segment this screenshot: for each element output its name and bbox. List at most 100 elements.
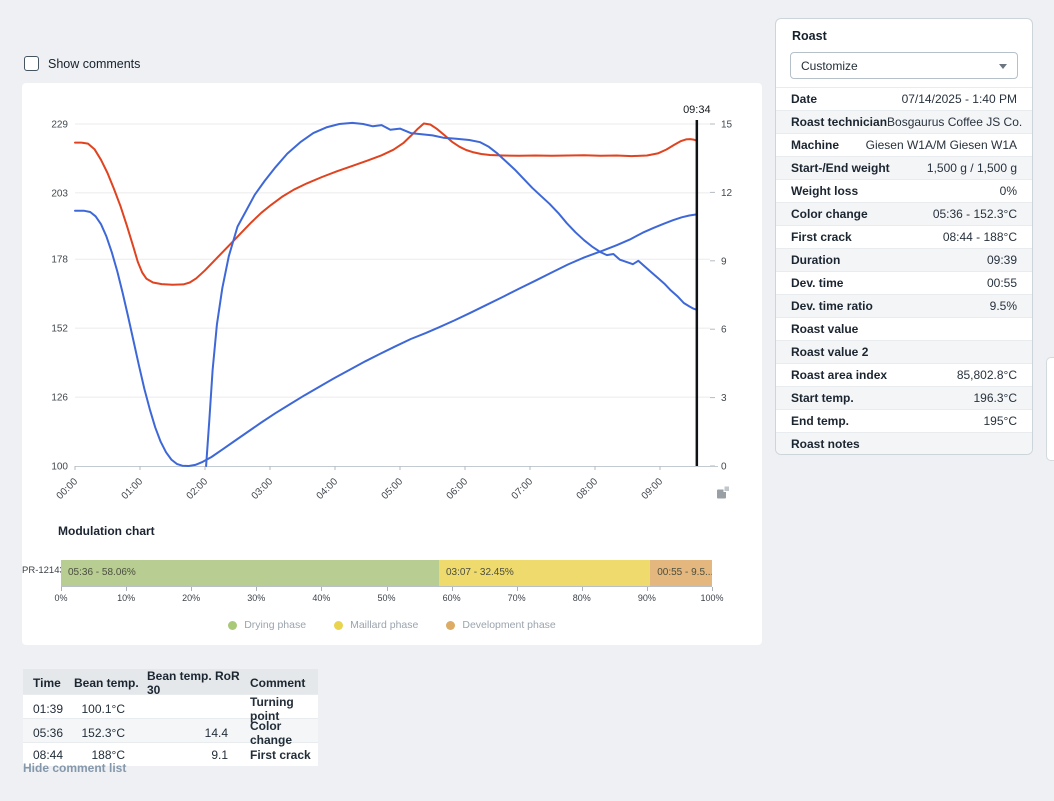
row-value: 85,802.8°C [956,368,1017,382]
table-cell: Time [33,676,61,690]
roast-panel-row-dev-time-ratio: Dev. time ratio 9.5% [776,294,1032,317]
customize-dropdown[interactable]: Customize [790,52,1018,79]
series-bean-temp [74,209,698,467]
roast-panel-row-color-change: Color change 05:36 - 152.3°C [776,202,1032,225]
roast-panel-row-roast-value-2: Roast value 2 [776,340,1032,363]
modulation-tick [321,587,323,591]
roast-panel-title: Roast [792,29,827,43]
table-cell: Comment [250,676,306,690]
row-label: Date [791,92,818,106]
roast-panel-row-end-temp-: End temp. 195°C [776,409,1032,432]
modulation-segment-1[interactable]: 03:07 - 32.45% [438,560,651,586]
svg-text:05:00: 05:00 [380,476,406,502]
svg-text:203: 203 [51,188,68,199]
modulation-tick-label: 50% [377,593,396,603]
time-cursor[interactable]: 09:34 [683,104,711,466]
customize-dropdown-value: Customize [801,58,858,73]
svg-text:00:00: 00:00 [55,476,81,502]
row-label: Duration [791,253,841,267]
svg-text:08:00: 08:00 [575,476,601,502]
table-row: 01:39 100.1°C Turning point [23,694,318,723]
roast-panel-row-date: Date 07/14/2025 - 1:40 PM [776,87,1032,110]
modulation-segment-2[interactable]: 00:55 - 9.5... [650,560,712,586]
table-row: 08:44 188°C 9.1 First crack [23,742,318,766]
svg-text:09:00: 09:00 [640,476,666,502]
svg-text:03:00: 03:00 [250,476,276,502]
row-value: 0% [999,184,1017,198]
modulation-tick [126,587,128,591]
show-comments-checkbox[interactable] [24,56,39,71]
row-value: 1,500 g / 1,500 g [926,161,1017,175]
modulation-tick [386,587,388,591]
row-value: Bosgaurus Coffee JS Co. [887,115,1023,129]
roast-panel-rows: Date 07/14/2025 - 1:40 PM Roast technician… [776,87,1032,454]
legend-label: Development phase [462,619,556,631]
modulation-axis: 0% 10% 20% 30% 40% 50% 60% 70% 80% 90% 100% [54,586,724,606]
modulation-tick-label: 20% [182,593,201,603]
modulation-tick-label: 10% [117,593,136,603]
table-cell: 01:39 [33,702,64,716]
roast-panel-row-first-crack: First crack 08:44 - 188°C [776,225,1032,248]
row-value: 09:39 [986,253,1017,267]
row-value: 07/14/2025 - 1:40 PM [901,92,1017,106]
modulation-tick-label: 30% [247,593,266,603]
svg-text:152: 152 [51,324,68,335]
row-value: 00:55 [986,276,1017,290]
table-cell: 05:36 [33,726,64,740]
svg-text:04:00: 04:00 [315,476,341,502]
row-value: Giesen W1A/M Giesen W1A [865,138,1017,152]
modulation-chart-title: Modulation chart [58,524,155,538]
row-label: Color change [791,207,868,221]
svg-text:229: 229 [51,120,68,131]
row-value: 196.3°C [973,391,1018,405]
table-cell: Bean temp. [74,676,139,690]
show-comments-label[interactable]: Show comments [48,56,141,71]
modulation-tick [61,587,62,591]
modulation-segment-0[interactable]: 05:36 - 58.06% [61,560,439,586]
collapsed-panel-handle[interactable] [1046,357,1054,461]
chevron-down-icon [999,64,1007,69]
modulation-tick [191,587,193,591]
series-air-temp [74,122,698,286]
svg-text:3: 3 [721,393,727,404]
roast-panel-row-dev-time: Dev. time 00:55 [776,271,1032,294]
modulation-tick-label: 80% [572,593,591,603]
modulation-tick [646,587,648,591]
row-label: Roast area index [791,368,888,382]
modulation-tick [451,587,453,591]
chart-layers-icon[interactable] [716,485,731,500]
row-value: 9.5% [989,299,1017,313]
svg-text:9: 9 [721,256,727,267]
modulation-tick-label: 40% [312,593,331,603]
table-cell: 152.3°C [81,726,126,740]
svg-text:0: 0 [721,462,727,473]
svg-text:178: 178 [51,255,68,266]
show-comments-control: Show comments [24,56,140,71]
row-label: Roast technician [791,115,888,129]
row-label: Roast value [791,322,859,336]
modulation-tick [581,587,583,591]
row-label: Roast notes [791,437,860,451]
row-label: End temp. [791,414,850,428]
legend-item[interactable]: Maillard phase [334,619,418,631]
modulation-tick [712,587,713,591]
legend-dot-icon [446,620,456,630]
hide-comment-list-link[interactable]: Hide comment list [23,761,127,775]
modulation-tick-label: 0% [54,593,68,603]
table-cell: 188°C [91,747,126,762]
legend-dot-icon [228,620,238,630]
table-cell: First crack [250,747,311,762]
row-label: First crack [791,230,852,244]
roast-panel-row-roast-technician: Roast technician Bosgaurus Coffee JS Co. [776,110,1032,133]
row-value: 195°C [983,414,1018,428]
table-cell: Bean temp. RoR 30 [147,669,240,697]
svg-text:06:00: 06:00 [445,476,471,502]
table-cell: 14.4 [204,726,228,740]
roast-chart-card: 229 203 178 152 126 100 15 12 9 6 3 0 00:00 01:00 02:0… [22,83,762,645]
legend-item[interactable]: Drying phase [228,619,306,631]
svg-text:01:00: 01:00 [120,476,146,502]
main-chart-axes: 229 203 178 152 126 100 15 12 9 6 3 0 00:00 01:00 02:0… [51,120,732,502]
modulation-legend: Drying phase Maillard phase Development ph… [22,619,762,631]
legend-label: Drying phase [244,619,307,631]
legend-item[interactable]: Development phase [446,619,556,631]
